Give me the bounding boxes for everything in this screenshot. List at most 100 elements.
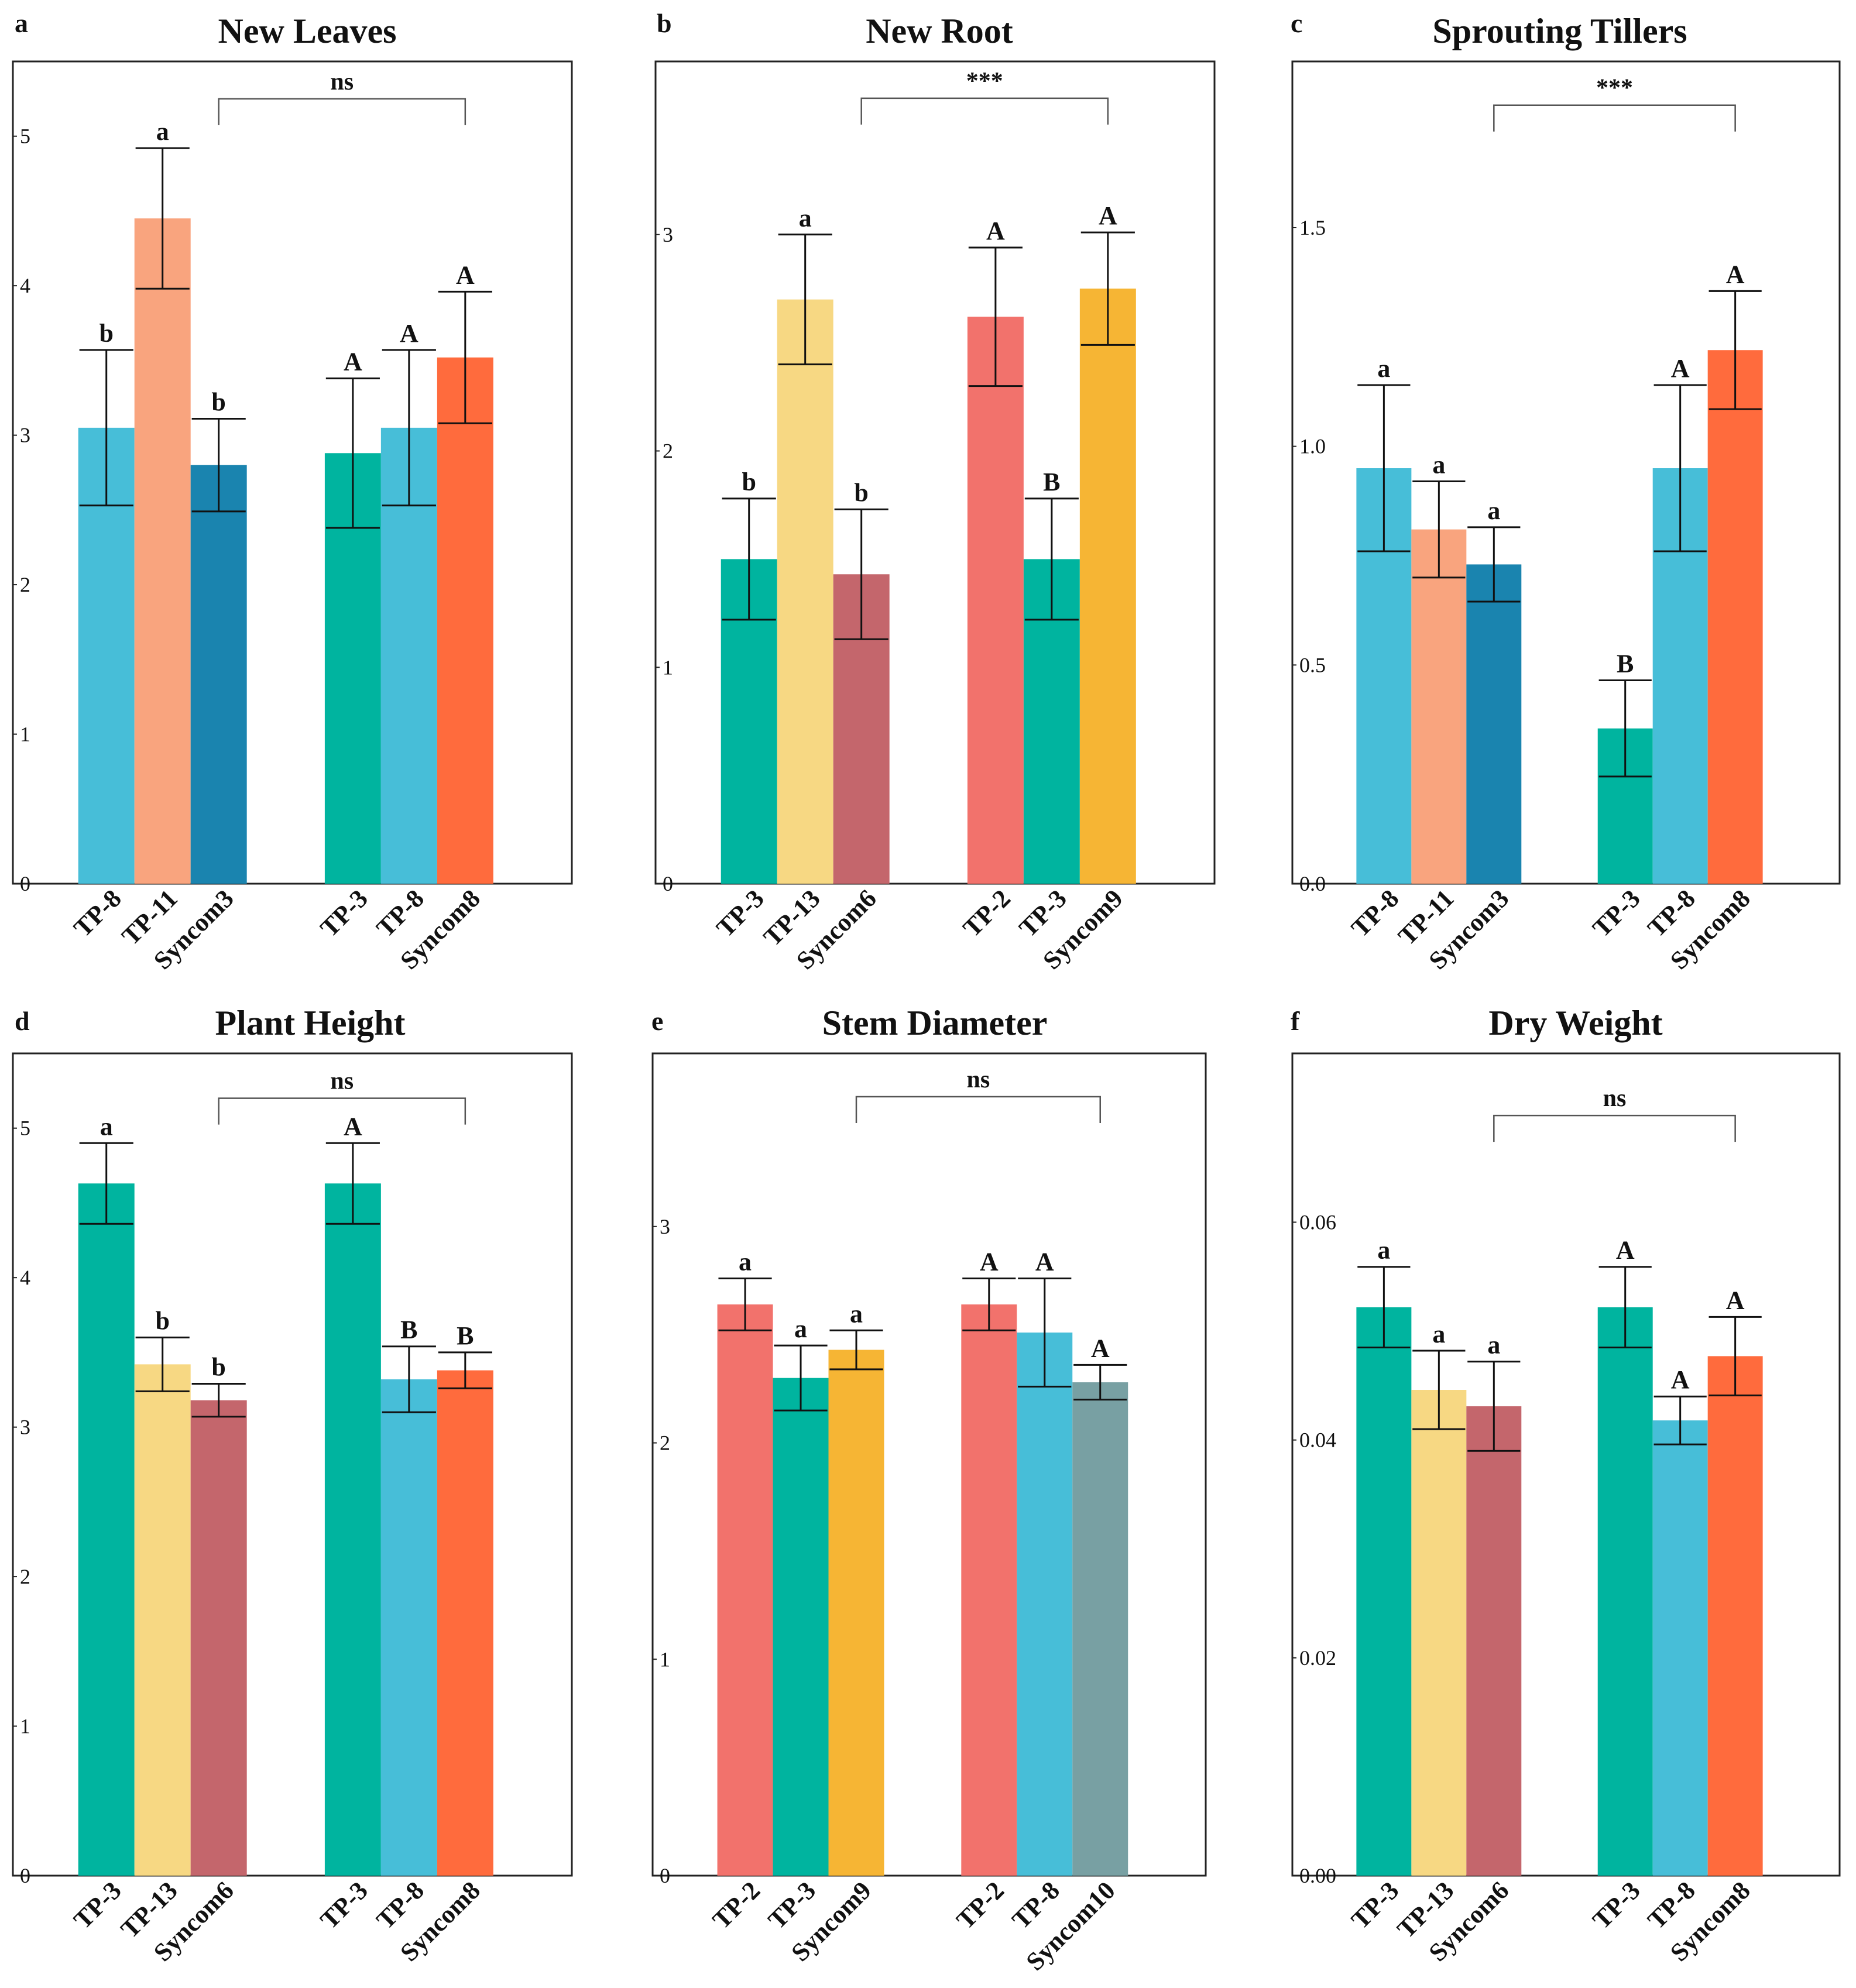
y-tick-label: 0.06	[1299, 1210, 1336, 1234]
significance-letter: a	[1432, 1320, 1445, 1348]
plot-frame	[651, 1052, 1207, 1877]
significance-letter: B	[1617, 649, 1634, 678]
comparison-label: ns	[330, 68, 354, 95]
y-tick-label: 1	[20, 723, 30, 746]
panel-c: c Sprouting Tillers0.00.51.01.5aTP-8aTP-1…	[1291, 8, 1841, 975]
y-tick-label: 2	[663, 440, 673, 463]
bar	[1356, 1307, 1412, 1876]
significance-letter: A	[1099, 201, 1117, 230]
significance-letter: A	[1726, 1286, 1745, 1314]
y-tick-label: 0	[20, 872, 30, 895]
panel-letter: f	[1291, 1006, 1300, 1036]
y-tick-label: 3	[660, 1215, 670, 1238]
category-label: TP-2	[707, 1876, 766, 1934]
significance-letter: b	[742, 468, 756, 496]
significance-letter: b	[211, 388, 225, 417]
comparison-bracket	[218, 1097, 466, 1125]
significance-letter: A	[980, 1248, 999, 1276]
significance-letter: a	[739, 1248, 752, 1276]
plot-frame	[654, 60, 1216, 885]
significance-letter: A	[344, 348, 362, 376]
significance-letter: B	[457, 1321, 474, 1350]
comparison-bracket	[860, 97, 1109, 125]
y-tick-label: 5	[20, 125, 30, 148]
y-tick-label: 1.0	[1299, 435, 1326, 458]
significance-letter: a	[799, 204, 812, 232]
significance-letter: a	[1377, 1236, 1390, 1265]
category-label: TP-2	[951, 1876, 1010, 1934]
panel-letter: e	[651, 1006, 663, 1036]
significance-letter: A	[1671, 354, 1690, 383]
significance-letter: A	[1726, 260, 1745, 289]
significance-letter: A	[1671, 1365, 1690, 1394]
bar	[717, 1304, 773, 1876]
plot-frame	[1291, 60, 1841, 885]
panel-a: a New Leaves012345bTP-8aTP-11bSyncom3ATP-…	[12, 8, 573, 975]
y-tick-label: 0.04	[1299, 1429, 1336, 1452]
y-tick-label: 1	[660, 1647, 670, 1671]
panel-e: e Stem Diameter0123aTP-2aTP-3aSyncom9ATP-…	[651, 1004, 1207, 1976]
significance-letter: b	[99, 319, 113, 348]
significance-letter: a	[794, 1314, 807, 1343]
plot-frame	[1291, 1052, 1841, 1877]
chart-title: Sprouting Tillers	[1432, 12, 1687, 50]
bar	[78, 1183, 135, 1876]
comparison-bracket	[1493, 1114, 1736, 1142]
significance-letter: A	[1616, 1236, 1635, 1265]
y-tick-label: 1	[20, 1715, 30, 1738]
significance-letter: a	[1377, 354, 1390, 383]
bar	[437, 357, 493, 884]
bar	[1597, 1307, 1653, 1876]
y-tick-label: 0	[660, 1864, 670, 1887]
y-tick-label: 4	[20, 274, 30, 297]
plot-frame	[12, 60, 573, 885]
significance-letter: A	[1035, 1248, 1054, 1276]
bar	[134, 1364, 191, 1876]
y-tick-label: 3	[20, 424, 30, 447]
significance-letter: b	[854, 478, 868, 507]
category-label: TP-2	[958, 884, 1016, 942]
y-tick-label: 0	[20, 1864, 30, 1887]
significance-letter: a	[156, 117, 169, 146]
panel-b: b New Root0123bTP-3aTP-13bSyncom6ATP-2BTP…	[654, 8, 1216, 975]
significance-letter: a	[100, 1112, 113, 1141]
y-tick-label: 2	[20, 1565, 30, 1588]
panel-letter: b	[657, 8, 672, 38]
category-label: TP-3	[315, 884, 373, 942]
panel-letter: d	[15, 1006, 30, 1036]
y-tick-label: 0.00	[1299, 1864, 1336, 1887]
bar	[777, 299, 833, 884]
bar	[1652, 1420, 1708, 1876]
significance-letter: A	[986, 217, 1005, 245]
panel-letter: a	[15, 8, 28, 38]
bar	[1079, 289, 1136, 884]
y-tick-label: 0.5	[1299, 653, 1326, 677]
bar	[1466, 1406, 1522, 1876]
y-tick-label: 5	[20, 1117, 30, 1140]
bar	[190, 1400, 247, 1876]
y-tick-label: 3	[663, 223, 673, 246]
significance-letter: a	[1432, 450, 1445, 479]
comparison-bracket	[218, 98, 466, 125]
bar	[961, 1304, 1017, 1876]
significance-letter: B	[400, 1316, 417, 1344]
comparison-label: ***	[966, 68, 1003, 95]
y-tick-label: 2	[20, 573, 30, 596]
bar	[1017, 1332, 1073, 1876]
category-label: TP-3	[1587, 884, 1645, 942]
significance-letter: b	[155, 1306, 169, 1335]
chart-title: New Root	[866, 12, 1013, 50]
y-tick-label: 1	[663, 655, 673, 679]
significance-letter: a	[1487, 496, 1500, 525]
category-label: TP-3	[1587, 1876, 1645, 1934]
plot-frame	[12, 1052, 573, 1877]
bar	[1411, 1390, 1467, 1876]
y-tick-label: 0.02	[1299, 1646, 1336, 1670]
panel-letter: c	[1291, 8, 1302, 38]
y-tick-label: 3	[20, 1416, 30, 1439]
comparison-bracket	[855, 1096, 1101, 1123]
y-tick-label: 1.5	[1299, 216, 1326, 239]
panel-f: f Dry Weight0.000.020.040.06aTP-3aTP-13aS…	[1291, 1004, 1841, 1967]
